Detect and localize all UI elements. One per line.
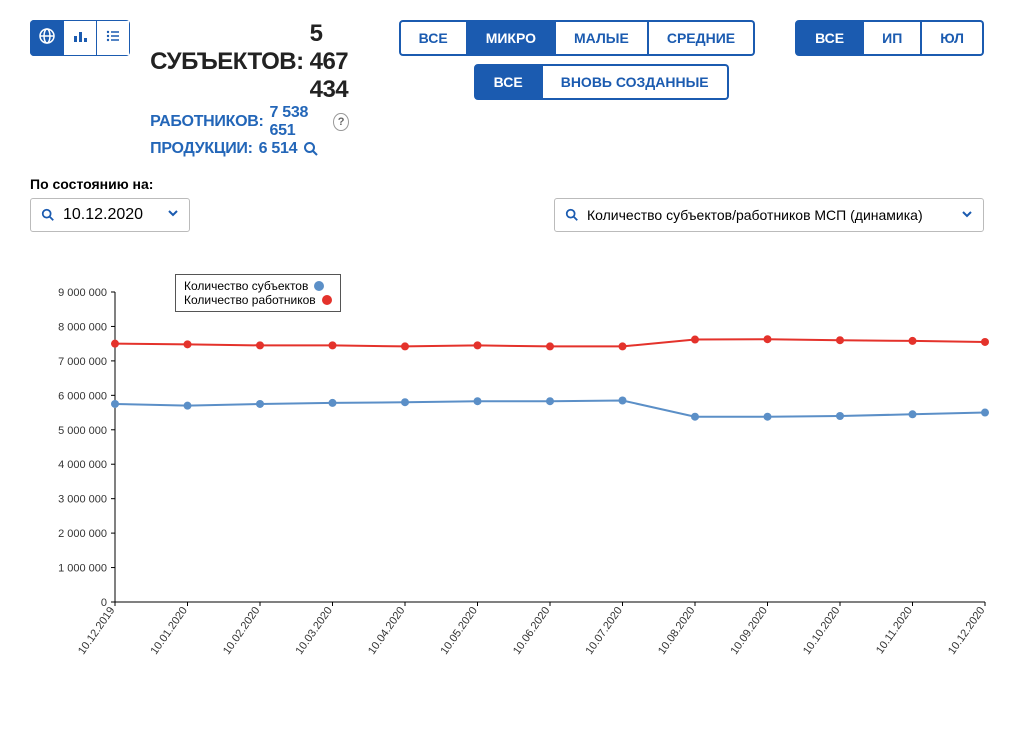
svg-text:10.03.2020: 10.03.2020 — [294, 605, 335, 657]
svg-text:10.12.2019: 10.12.2019 — [76, 605, 117, 657]
stat-workers-label: РАБОТНИКОВ: — [150, 113, 263, 131]
date-dropdown-value: 10.12.2020 — [63, 206, 143, 224]
creation-filter-option[interactable]: ВСЕ — [474, 64, 543, 100]
stat-workers-value: 7 538 651 — [270, 104, 328, 140]
top-row: СУБЪЕКТОВ: 5 467 434 РАБОТНИКОВ: 7 538 6… — [30, 20, 984, 158]
chevron-down-icon — [167, 206, 179, 224]
stat-products-label: ПРОДУКЦИИ: — [150, 140, 253, 158]
size-filter-option[interactable]: МИКРО — [468, 20, 556, 56]
stat-subjects: СУБЪЕКТОВ: 5 467 434 — [150, 20, 349, 104]
date-filter-label: По состоянию на: — [30, 176, 190, 192]
stat-products-value: 6 514 — [259, 140, 298, 158]
filter-row-1: ВСЕМИКРОМАЛЫЕСРЕДНИЕ ВСЕИПЮЛ — [399, 20, 984, 56]
legend-label: Количество работников — [184, 293, 316, 307]
chevron-down-icon — [961, 207, 973, 223]
svg-text:9 000 000: 9 000 000 — [58, 287, 107, 299]
mid-row: По состоянию на: 10.12.2020 Количество с… — [30, 176, 984, 232]
creation-filter-option[interactable]: ВНОВЬ СОЗДАННЫЕ — [543, 64, 729, 100]
legend-marker-icon — [322, 295, 332, 305]
size-filter-group: ВСЕМИКРОМАЛЫЕСРЕДНИЕ — [399, 20, 755, 56]
svg-text:10.05.2020: 10.05.2020 — [439, 605, 480, 657]
svg-text:7 000 000: 7 000 000 — [58, 356, 107, 368]
chart-legend: Количество субъектовКоличество работнико… — [175, 274, 341, 312]
bars-view-toggle[interactable] — [64, 20, 97, 56]
svg-text:10.06.2020: 10.06.2020 — [511, 605, 552, 657]
svg-text:10.12.2020: 10.12.2020 — [946, 605, 987, 657]
size-filter-option[interactable]: МАЛЫЕ — [556, 20, 649, 56]
svg-text:3 000 000: 3 000 000 — [58, 494, 107, 506]
filter-groups: ВСЕМИКРОМАЛЫЕСРЕДНИЕ ВСЕИПЮЛ ВСЕВНОВЬ СО… — [399, 20, 984, 100]
stats-block: СУБЪЕКТОВ: 5 467 434 РАБОТНИКОВ: 7 538 6… — [150, 20, 349, 158]
globe-view-toggle[interactable] — [30, 20, 64, 56]
svg-text:10.11.2020: 10.11.2020 — [874, 605, 915, 656]
entity-filter-option[interactable]: ИП — [864, 20, 922, 56]
size-filter-option[interactable]: СРЕДНИЕ — [649, 20, 755, 56]
metric-dropdown-value: Количество субъектов/работников МСП (дин… — [587, 207, 923, 223]
list-view-toggle[interactable] — [97, 20, 130, 56]
chart-container: 01 000 0002 000 0003 000 0004 000 0005 0… — [30, 272, 984, 717]
legend-label: Количество субъектов — [184, 279, 308, 293]
bars-icon — [70, 26, 90, 51]
svg-text:10.10.2020: 10.10.2020 — [801, 605, 842, 657]
search-icon — [565, 208, 579, 222]
svg-text:10.09.2020: 10.09.2020 — [729, 605, 770, 657]
svg-text:10.01.2020: 10.01.2020 — [149, 605, 190, 657]
legend-marker-icon — [314, 281, 324, 291]
entity-filter-option[interactable]: ВСЕ — [795, 20, 864, 56]
dynamics-chart: 01 000 0002 000 0003 000 0004 000 0005 0… — [30, 272, 990, 712]
help-icon[interactable]: ? — [333, 113, 348, 131]
svg-text:10.08.2020: 10.08.2020 — [656, 605, 697, 657]
svg-text:5 000 000: 5 000 000 — [58, 425, 107, 437]
date-dropdown[interactable]: 10.12.2020 — [30, 198, 190, 232]
svg-text:2 000 000: 2 000 000 — [58, 528, 107, 540]
legend-item: Количество субъектов — [184, 279, 332, 293]
globe-icon — [37, 26, 57, 51]
stat-subjects-label: СУБЪЕКТОВ: — [150, 48, 303, 76]
metric-dropdown[interactable]: Количество субъектов/работников МСП (дин… — [554, 198, 984, 232]
size-filter-option[interactable]: ВСЕ — [399, 20, 468, 56]
filter-row-2: ВСЕВНОВЬ СОЗДАННЫЕ — [474, 64, 984, 100]
stat-subjects-value: 5 467 434 — [310, 20, 349, 104]
search-icon[interactable] — [303, 141, 319, 157]
svg-text:10.02.2020: 10.02.2020 — [221, 605, 262, 657]
date-filter-block: По состоянию на: 10.12.2020 — [30, 176, 190, 232]
svg-text:8 000 000: 8 000 000 — [58, 321, 107, 333]
stat-workers: РАБОТНИКОВ: 7 538 651 ? — [150, 104, 349, 140]
view-mode-toggles — [30, 20, 130, 56]
entity-filter-option[interactable]: ЮЛ — [922, 20, 984, 56]
stat-products: ПРОДУКЦИИ: 6 514 — [150, 140, 349, 158]
svg-text:1 000 000: 1 000 000 — [58, 563, 107, 575]
list-icon — [103, 26, 123, 51]
svg-text:10.04.2020: 10.04.2020 — [366, 605, 407, 657]
legend-item: Количество работников — [184, 293, 332, 307]
svg-text:4 000 000: 4 000 000 — [58, 459, 107, 471]
search-icon — [41, 208, 55, 222]
creation-filter-group: ВСЕВНОВЬ СОЗДАННЫЕ — [474, 64, 729, 100]
svg-text:10.07.2020: 10.07.2020 — [584, 605, 625, 657]
svg-text:6 000 000: 6 000 000 — [58, 390, 107, 402]
entity-filter-group: ВСЕИПЮЛ — [795, 20, 984, 56]
